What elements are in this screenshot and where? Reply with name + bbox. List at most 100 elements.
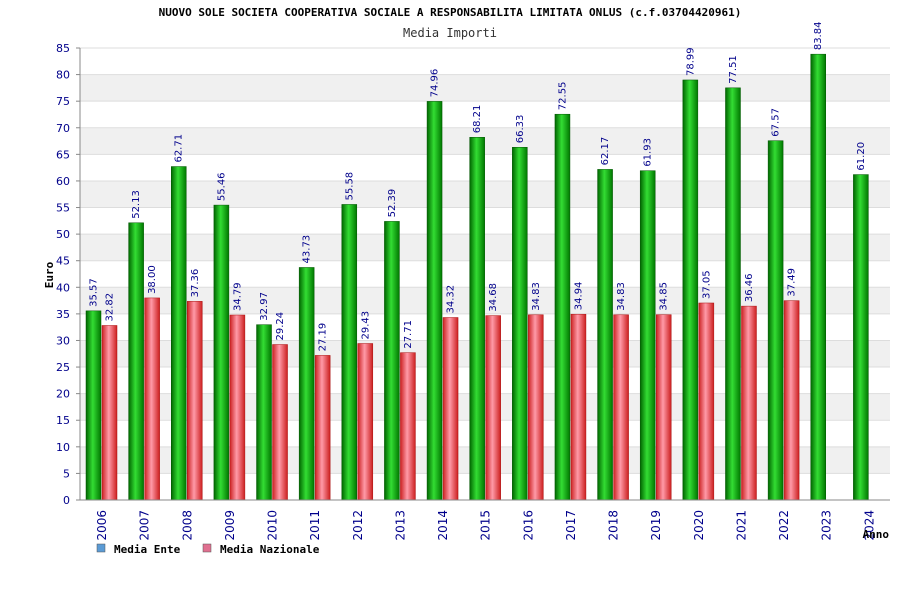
data-label: 29.43 [360, 311, 371, 340]
y-tick-label: 25 [56, 361, 70, 374]
bar-media-nazionale-2013 [400, 352, 416, 501]
legend-swatch [202, 543, 212, 553]
data-label: 34.83 [616, 282, 627, 311]
bar-media-nazionale-2022 [783, 300, 800, 501]
data-label: 27.19 [318, 323, 329, 352]
data-label: 52.39 [387, 189, 398, 218]
chart-subtitle: Media Importi [403, 26, 497, 40]
y-axis: 0 5 10 15 20 25 30 35 40 45 50 55 60 65 70 75 80 85 [56, 42, 81, 507]
data-label: 32.97 [259, 292, 270, 321]
y-tick-label: 75 [56, 95, 70, 108]
bar-media-ente-2015 [469, 137, 485, 501]
bar-media-ente-2024 [853, 174, 869, 501]
bar-media-nazionale-2007 [144, 297, 160, 501]
data-label: 37.36 [190, 269, 201, 298]
data-label: 52.13 [131, 190, 142, 219]
bar-media-nazionale-2019 [655, 314, 672, 501]
data-label: 61.93 [643, 138, 654, 167]
y-tick-label: 60 [56, 175, 70, 188]
data-label: 62.71 [174, 134, 185, 163]
legend: Media Ente Media Nazionale [96, 543, 320, 556]
bar-media-ente-2019 [639, 170, 656, 501]
x-tick-label: 2015 [479, 510, 493, 541]
y-tick-label: 70 [56, 122, 70, 135]
bar-media-ente-2017 [554, 113, 571, 501]
data-label: 27.71 [403, 320, 414, 349]
legend-swatch [96, 543, 106, 553]
grid-band [80, 101, 890, 128]
bar-media-ente-2021 [725, 87, 741, 501]
x-tick-label: 2020 [692, 510, 706, 541]
data-label: 34.85 [659, 282, 670, 311]
x-tick-label: 2013 [393, 510, 407, 541]
bar-media-ente-2014 [426, 101, 443, 501]
bar-media-ente-2009 [213, 204, 230, 501]
x-tick-label: 2010 [266, 510, 280, 541]
y-tick-label: 40 [56, 281, 70, 294]
bar-media-ente-2018 [597, 169, 613, 501]
x-tick-label: 2022 [777, 510, 791, 541]
data-label: 62.17 [600, 137, 611, 166]
bar-media-ente-2020 [682, 79, 699, 501]
x-tick-label: 2024 [862, 510, 876, 541]
grid-band [80, 74, 890, 102]
x-tick-label: 2009 [223, 510, 237, 541]
data-label: 55.58 [344, 172, 355, 201]
bar-media-nazionale-2008 [187, 301, 203, 501]
bar-media-nazionale-2006 [101, 325, 118, 501]
data-label: 78.99 [685, 47, 696, 76]
bar-media-ente-2010 [256, 324, 272, 501]
data-label: 34.83 [531, 282, 542, 311]
bar-media-nazionale-2021 [741, 305, 757, 501]
data-label: 74.96 [430, 69, 441, 98]
bar-media-nazionale-2010 [272, 344, 288, 501]
grid-band [80, 48, 890, 75]
data-label: 68.21 [472, 105, 483, 134]
y-tick-label: 20 [56, 388, 70, 401]
y-tick-label: 55 [56, 202, 70, 215]
data-label: 35.57 [89, 278, 100, 307]
bar-media-ente-2023 [810, 53, 826, 501]
bar-media-nazionale-2011 [314, 355, 331, 501]
x-tick-label: 2019 [649, 510, 663, 541]
x-tick-label: 2008 [180, 510, 194, 541]
data-label: 34.94 [573, 282, 584, 311]
y-tick-label: 50 [56, 228, 70, 241]
bar-media-nazionale-2016 [528, 314, 544, 501]
data-label: 77.51 [728, 55, 739, 84]
x-tick-label: 2006 [95, 510, 109, 541]
bar-media-nazionale-2009 [229, 314, 246, 501]
y-tick-label: 65 [56, 148, 70, 161]
bar-media-nazionale-2018 [613, 314, 629, 501]
bar-media-nazionale-2015 [485, 315, 501, 501]
y-tick-label: 5 [63, 467, 70, 480]
y-tick-label: 0 [63, 494, 70, 507]
bar-media-ente-2013 [384, 221, 400, 501]
data-label: 66.33 [515, 115, 526, 144]
x-tick-label: 2014 [436, 510, 450, 541]
x-tick-label: 2021 [734, 510, 748, 541]
x-tick-label: 2007 [138, 510, 152, 541]
bar-media-ente-2008 [171, 166, 187, 501]
bar-media-ente-2006 [85, 310, 102, 501]
bars: 35.57 32.82 52.13 38.00 62.71 37.36 55.46 34.79… [85, 22, 869, 501]
data-label: 29.24 [275, 312, 286, 341]
data-label: 72.55 [557, 82, 568, 111]
chart-title: NUOVO SOLE SOCIETA COOPERATIVA SOCIALE A… [159, 6, 742, 19]
y-tick-label: 85 [56, 42, 70, 55]
x-tick-label: 2012 [351, 510, 365, 541]
bar-media-nazionale-2012 [357, 343, 374, 501]
data-label: 67.57 [771, 108, 782, 137]
y-tick-label: 30 [56, 334, 70, 347]
grid-band [80, 180, 890, 208]
bar-media-ente-2016 [512, 147, 528, 501]
legend-label: Media Nazionale [220, 543, 320, 556]
y-tick-label: 35 [56, 308, 70, 321]
data-label: 36.46 [744, 273, 755, 302]
x-tick-label: 2023 [820, 510, 834, 541]
x-axis-label: Anno [863, 528, 890, 541]
data-label: 37.05 [701, 270, 712, 299]
bar-media-nazionale-2017 [570, 313, 587, 501]
bar-media-ente-2022 [767, 140, 784, 501]
grid-band [80, 154, 890, 181]
